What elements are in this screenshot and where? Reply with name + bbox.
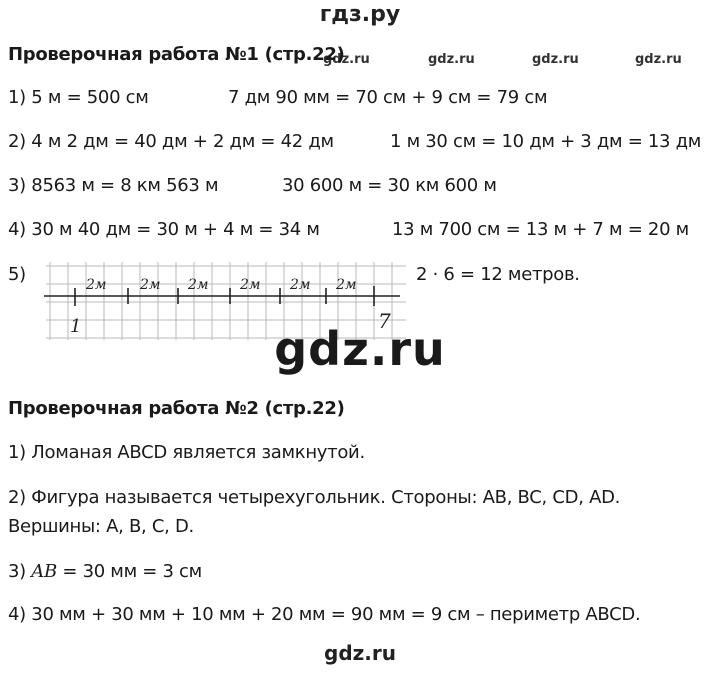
- work1-task3-a: 3) 8563 м = 8 км 563 м: [8, 175, 219, 196]
- segment-drawing: 2м 2м 2м 2м 2м 2м 1 7: [44, 262, 406, 340]
- watermark-big: gdz.ru: [274, 322, 446, 376]
- work2-task3-number: 3): [8, 561, 26, 582]
- watermark-footer: gdz.ru: [324, 641, 396, 665]
- segment-ticks: [74, 286, 375, 306]
- segment-label-1: 2м: [85, 277, 107, 293]
- work2-task2-b: Вершины: A, B, C, D.: [8, 516, 194, 537]
- start-point-label: 1: [70, 316, 81, 337]
- work2-title: Проверочная работа №2 (стр.22): [8, 398, 345, 419]
- work1-title: Проверочная работа №1 (стр.22): [8, 44, 345, 65]
- end-point-label: 7: [378, 309, 391, 333]
- work1-task5-number: 5): [8, 264, 26, 285]
- segment-label-6: 2м: [335, 277, 357, 293]
- work2-task3: 3) AB = 30 мм = 3 см: [8, 561, 202, 582]
- grid-lines: [46, 262, 406, 340]
- work2-task1: 1) Ломаная ABCD является замкнутой.: [8, 442, 365, 463]
- segment-label-2: 2м: [139, 277, 161, 293]
- work1-task2-a: 2) 4 м 2 дм = 40 дм + 2 дм = 42 дм: [8, 131, 334, 152]
- watermark-small-2: gdz.ru: [428, 52, 475, 67]
- work2-task2-a: 2) Фигура называется четырехугольник. Ст…: [8, 487, 621, 508]
- segment-label-5: 2м: [289, 277, 311, 293]
- segment-label-3: 2м: [187, 277, 209, 293]
- site-header: гдз.ру: [319, 2, 401, 27]
- work2-task3-variable: AB: [31, 561, 57, 582]
- watermark-small-1: gdz.ru: [323, 52, 370, 67]
- work1-task4-b: 13 м 700 см = 13 м + 7 м = 20 м: [392, 219, 689, 240]
- work1-task3-b: 30 600 м = 30 км 600 м: [282, 175, 497, 196]
- watermark-small-3: gdz.ru: [532, 52, 579, 67]
- work1-task1-a: 1) 5 м = 500 см: [8, 87, 149, 108]
- work1-task4-a: 4) 30 м 40 дм = 30 м + 4 м = 34 м: [8, 219, 320, 240]
- watermark-small-4: gdz.ru: [635, 52, 682, 67]
- segment-label-4: 2м: [239, 277, 261, 293]
- work2-task4: 4) 30 мм + 30 мм + 10 мм + 20 мм = 90 мм…: [8, 604, 641, 625]
- work1-task2-b: 1 м 30 см = 10 дм + 3 дм = 13 дм: [390, 131, 702, 152]
- work1-task1-b: 7 дм 90 мм = 70 см + 9 см = 79 см: [228, 87, 548, 108]
- work1-task5-result: 2 · 6 = 12 метров.: [416, 264, 580, 285]
- work2-task3-rest: = 30 мм = 3 см: [62, 561, 202, 582]
